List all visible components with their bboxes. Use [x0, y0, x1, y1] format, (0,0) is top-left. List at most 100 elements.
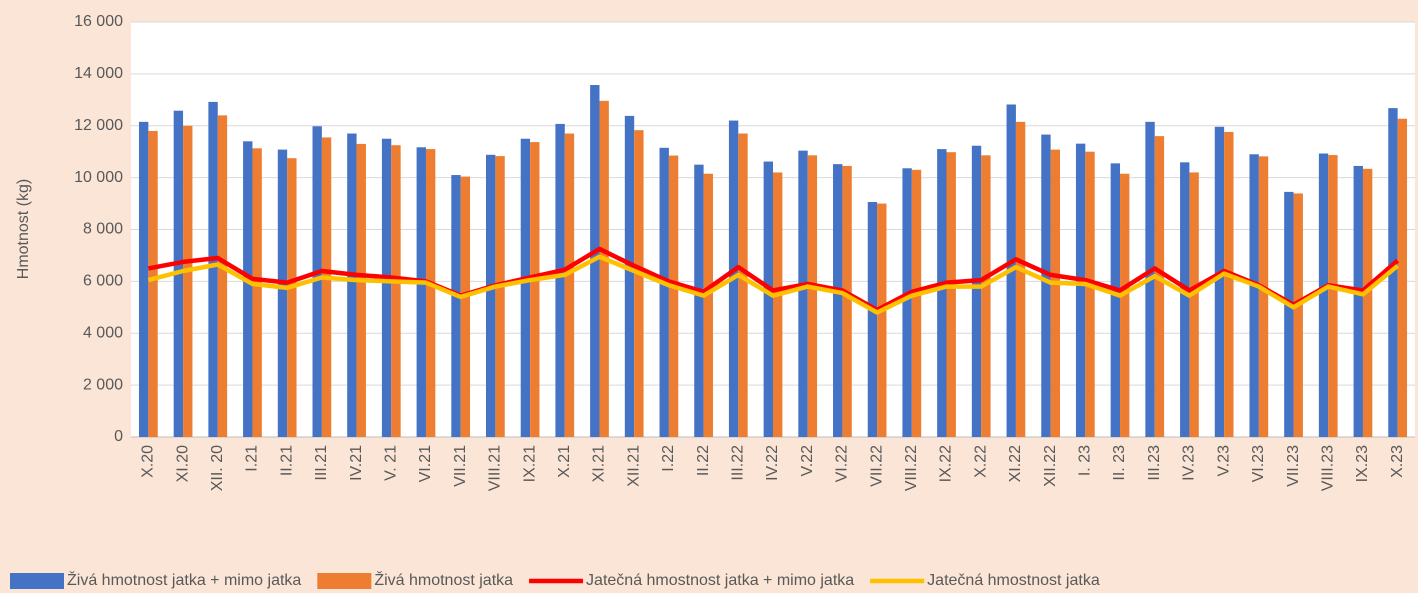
bar: [495, 156, 505, 438]
y-axis-label: Hmotnost (kg): [15, 179, 32, 279]
bar: [312, 126, 322, 438]
y-tick-label: 4 000: [83, 324, 123, 341]
bar: [148, 130, 158, 437]
bar: [1293, 193, 1303, 437]
bar: [1075, 143, 1086, 437]
bar: [842, 165, 852, 437]
bar: [833, 164, 843, 437]
bar: [416, 147, 426, 437]
bar: [451, 175, 461, 437]
bar: [668, 155, 679, 437]
x-tick-label: VIII.21: [487, 445, 504, 491]
bar: [1180, 162, 1190, 437]
bar: [634, 130, 644, 438]
bar: [486, 154, 496, 438]
bar: [252, 148, 262, 438]
x-tick-label: VI.22: [834, 445, 851, 482]
y-tick-label: 6 000: [83, 273, 123, 290]
bar: [520, 138, 531, 437]
x-tick-label: XII. 20: [209, 445, 226, 491]
bar: [694, 164, 704, 437]
x-tick-label: II. 23: [1111, 445, 1128, 481]
y-tick-label: 0: [114, 428, 123, 445]
bar: [183, 125, 193, 437]
x-tick-label: I.21: [244, 445, 261, 472]
bar: [1154, 136, 1165, 437]
bar: [530, 142, 540, 437]
y-tick-label: 12 000: [74, 117, 123, 134]
bar: [1258, 156, 1269, 437]
bar: [391, 145, 401, 437]
legend-label: Živá hmotnost jatka + mimo jatka: [67, 570, 301, 589]
bar: [1318, 153, 1329, 438]
y-tick-label: 2 000: [83, 376, 123, 393]
bar: [138, 121, 149, 437]
bar: [877, 203, 887, 437]
x-tick-label: I. 23: [1077, 445, 1094, 476]
bar: [738, 133, 748, 437]
bar: [1284, 191, 1294, 437]
bar: [460, 176, 471, 437]
x-tick-label: VIII.22: [903, 445, 920, 491]
bar: [946, 152, 956, 438]
bar: [1120, 173, 1130, 437]
bar: [321, 137, 332, 437]
x-tick-label: III.22: [730, 445, 747, 481]
x-tick-label: IX.22: [938, 445, 955, 482]
bar: [911, 169, 922, 437]
x-tick-label: V. 21: [382, 445, 399, 481]
x-tick-label: IX.23: [1354, 445, 1371, 482]
bar: [1085, 151, 1095, 437]
bar: [599, 100, 609, 437]
bar: [773, 172, 783, 437]
x-tick-label: IV.22: [764, 445, 781, 481]
x-tick-label: II.21: [278, 445, 295, 476]
bar: [243, 141, 253, 437]
x-tick-label: XI.21: [591, 445, 608, 482]
bar: [217, 115, 228, 437]
bar: [1110, 163, 1121, 437]
bar: [703, 173, 713, 437]
bar: [1328, 155, 1338, 437]
line: [147, 246, 1400, 313]
bar: [1214, 126, 1225, 437]
line: [147, 254, 1400, 315]
bar: [1397, 118, 1408, 437]
bar: [287, 158, 297, 437]
x-tick-label: III.23: [1146, 445, 1163, 481]
x-tick-label: VII.22: [868, 445, 885, 487]
bar: [937, 149, 947, 437]
bar: [208, 101, 218, 437]
bar: [763, 161, 773, 437]
x-tick-label: XI.22: [1007, 445, 1024, 482]
x-tick-label: IV.21: [348, 445, 365, 481]
bar: [564, 133, 575, 437]
x-tick-label: V.23: [1215, 445, 1232, 477]
y-tick-label: 16 000: [74, 13, 123, 30]
x-tick-label: VII.21: [452, 445, 469, 487]
x-tick-label: IV.23: [1181, 445, 1198, 481]
y-tick-label: 14 000: [74, 65, 123, 82]
x-tick-label: II.22: [695, 445, 712, 476]
x-tick-label: X.20: [140, 445, 157, 478]
legend-label: Jatečná hmostnost jatka: [927, 572, 1100, 589]
bar: [798, 150, 808, 437]
x-tick-label: VI.21: [417, 445, 434, 482]
x-tick-label: XII.22: [1042, 445, 1059, 487]
bar: [1362, 168, 1373, 437]
bar: [902, 168, 912, 437]
bar: [1041, 134, 1051, 437]
legend-swatch: [317, 573, 372, 589]
legend-label: Živá hmotnost jatka: [374, 570, 513, 589]
bar: [807, 155, 818, 437]
x-tick-label: I.22: [660, 445, 677, 472]
bar: [1249, 154, 1259, 437]
bar: [971, 145, 982, 438]
x-tick-label: XII.21: [625, 445, 642, 487]
bar: [624, 115, 635, 438]
x-tick-label: V.22: [799, 445, 816, 477]
bar: [277, 149, 288, 438]
y-tick-label: 10 000: [74, 169, 123, 186]
bar: [1224, 131, 1234, 437]
x-tick-label: VIII.23: [1319, 445, 1336, 491]
